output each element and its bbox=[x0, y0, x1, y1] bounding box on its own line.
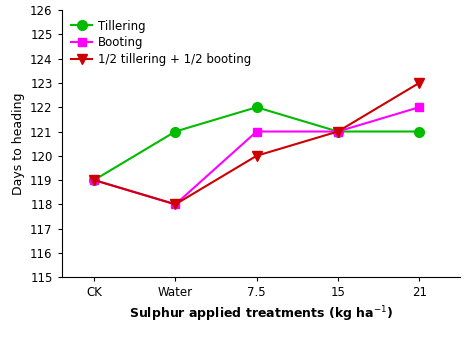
Booting bbox=[335, 129, 341, 134]
Line: Tillering: Tillering bbox=[89, 102, 424, 185]
Tillering bbox=[173, 129, 178, 134]
1/2 tillering + 1/2 booting bbox=[416, 81, 422, 85]
Tillering bbox=[91, 178, 97, 182]
Booting bbox=[173, 202, 178, 207]
1/2 tillering + 1/2 booting bbox=[254, 154, 259, 158]
Line: 1/2 tillering + 1/2 booting: 1/2 tillering + 1/2 booting bbox=[89, 78, 424, 209]
Legend: Tillering, Booting, 1/2 tillering + 1/2 booting: Tillering, Booting, 1/2 tillering + 1/2 … bbox=[67, 16, 255, 69]
Booting bbox=[416, 105, 422, 109]
Tillering bbox=[254, 105, 259, 109]
1/2 tillering + 1/2 booting bbox=[335, 129, 341, 134]
Tillering bbox=[335, 129, 341, 134]
Tillering bbox=[416, 129, 422, 134]
Line: Booting: Booting bbox=[90, 103, 423, 209]
Booting bbox=[254, 129, 259, 134]
Booting bbox=[91, 178, 97, 182]
1/2 tillering + 1/2 booting bbox=[173, 202, 178, 207]
Y-axis label: Days to heading: Days to heading bbox=[11, 92, 25, 195]
1/2 tillering + 1/2 booting bbox=[91, 178, 97, 182]
X-axis label: Sulphur applied treatments (kg ha$^{-1}$): Sulphur applied treatments (kg ha$^{-1}$… bbox=[128, 305, 393, 324]
